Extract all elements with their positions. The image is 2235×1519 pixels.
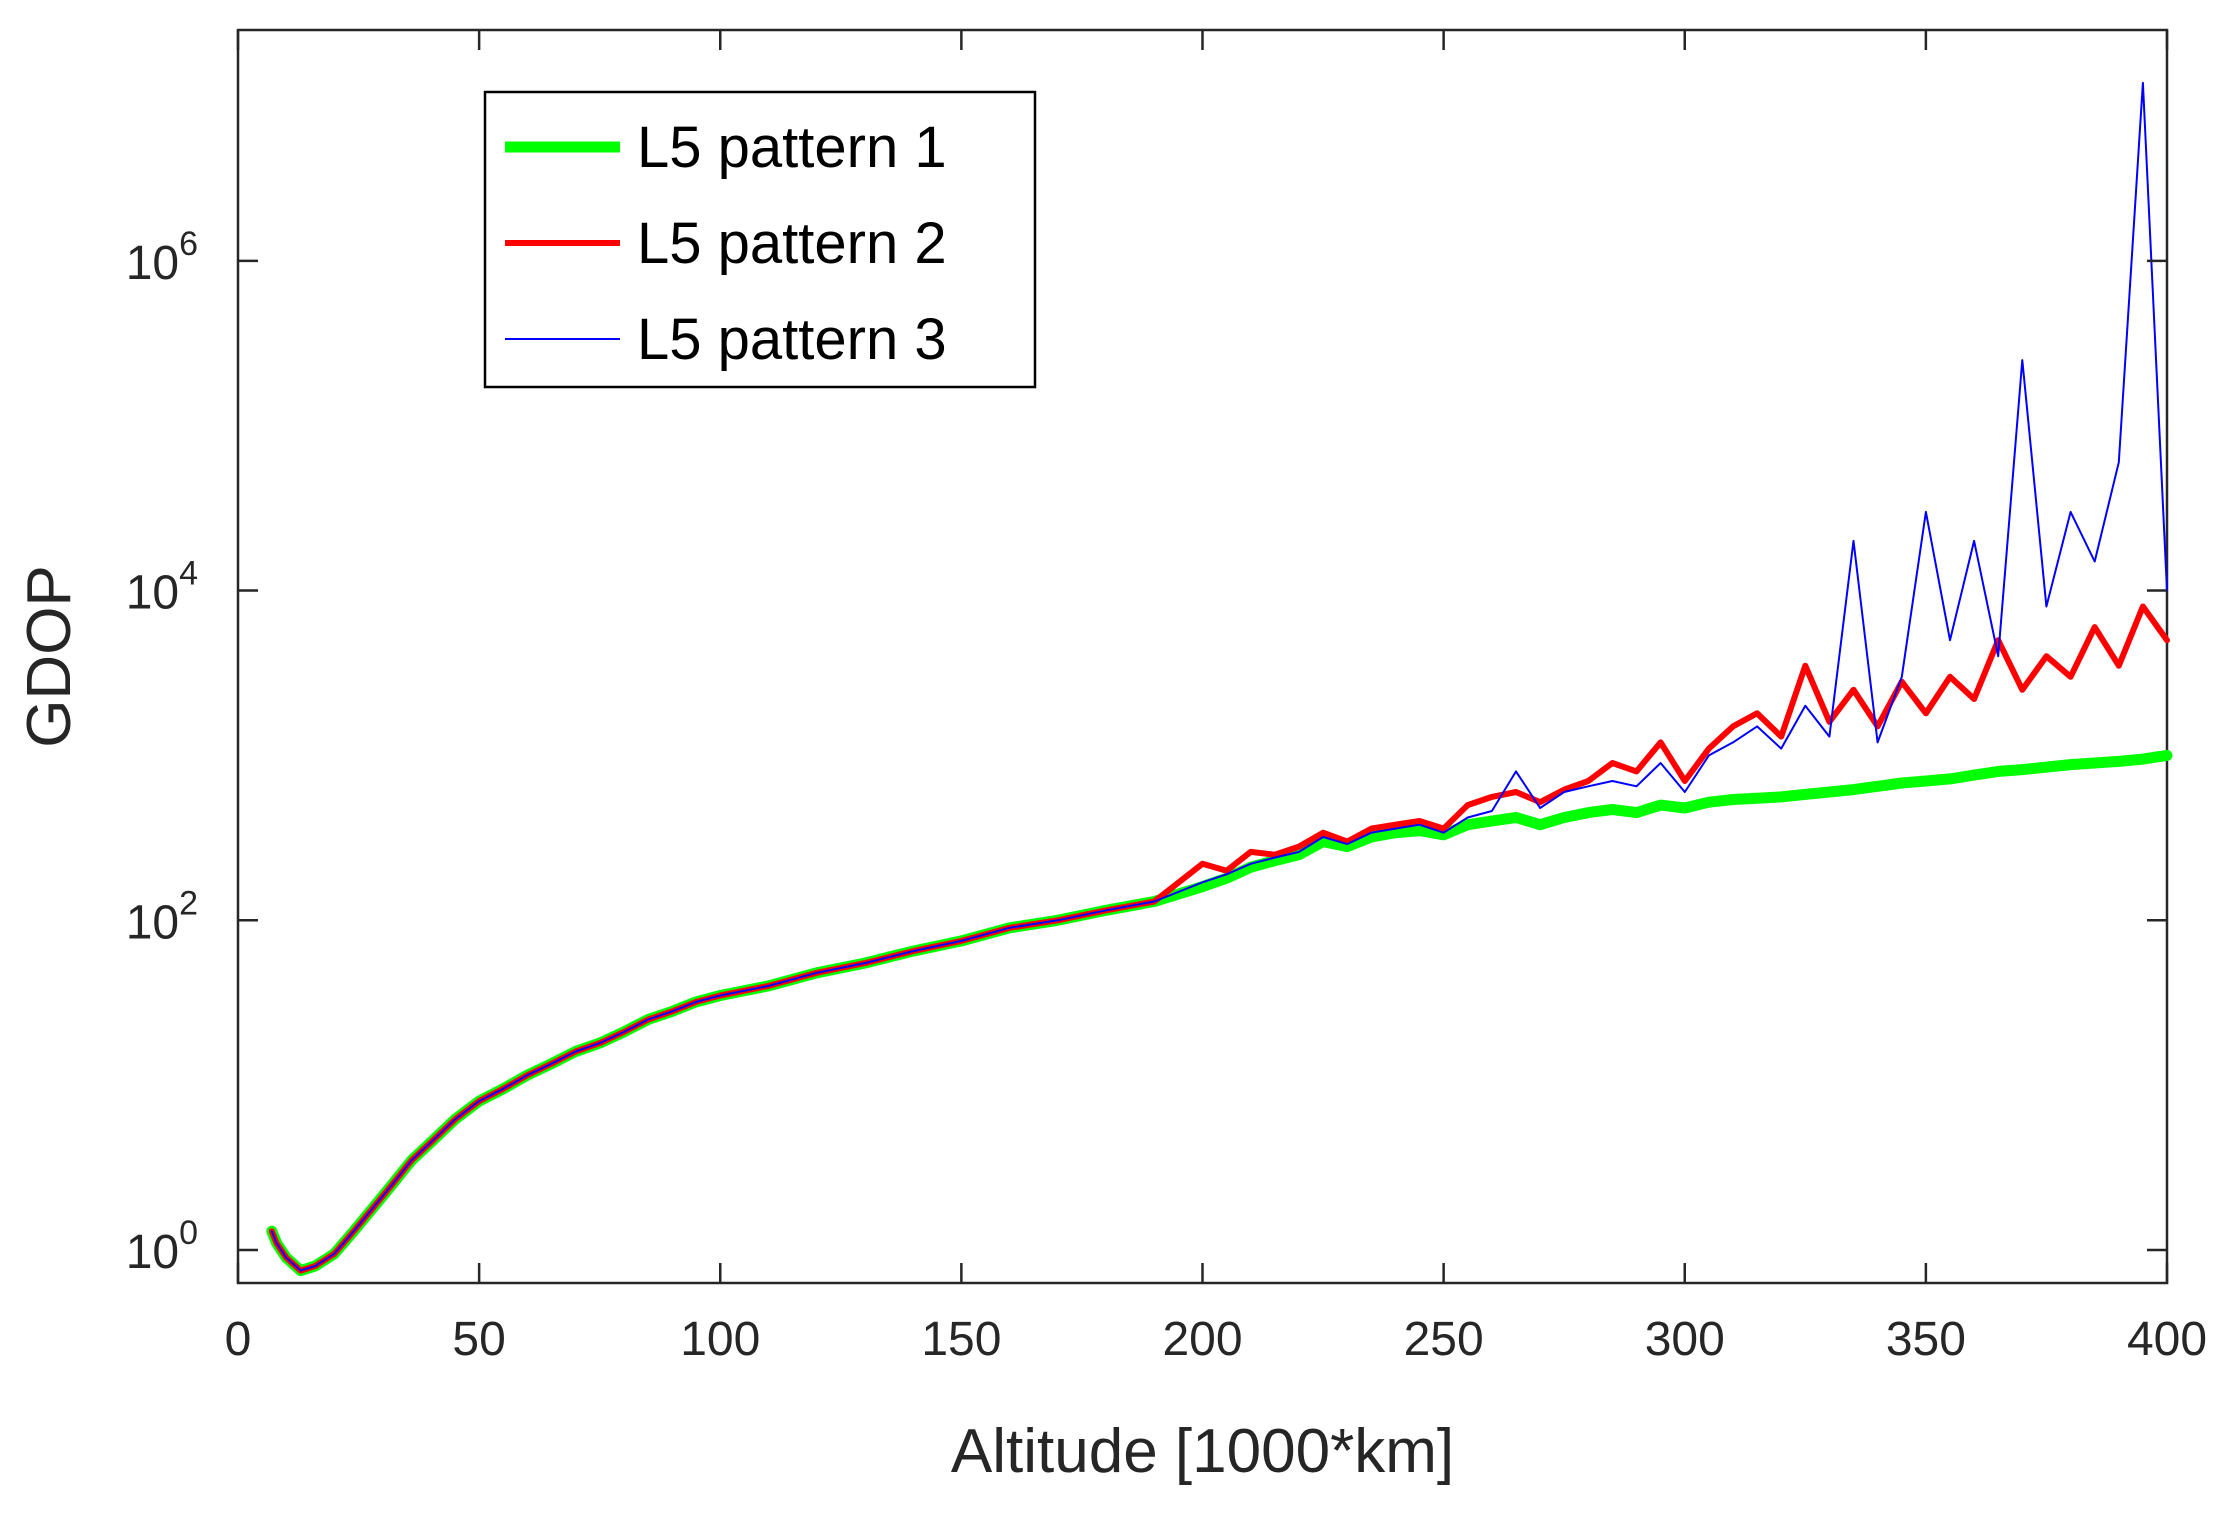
y-tick-label: 104 bbox=[126, 555, 198, 620]
legend-label-2: L5 pattern 2 bbox=[637, 211, 947, 276]
x-tick-label: 300 bbox=[1645, 1313, 1725, 1366]
series-layer bbox=[266, 81, 2173, 1277]
y-tick-label: 102 bbox=[126, 884, 198, 949]
x-tick-label: 0 bbox=[225, 1313, 252, 1366]
x-tick-label: 350 bbox=[1886, 1313, 1966, 1366]
y-tick-label: 106 bbox=[126, 225, 198, 290]
series-line-3 bbox=[270, 81, 2168, 1272]
legend-box bbox=[483, 90, 1037, 389]
labels-layer: 0 50 100 150 200 250 300 350 400 100 102 104 106 bbox=[126, 225, 2207, 1366]
x-tick-label: 400 bbox=[2127, 1313, 2207, 1366]
x-axis-title: Altitude [1000*km] bbox=[951, 1417, 1454, 1486]
y-tick-label: 100 bbox=[126, 1214, 198, 1279]
ticks-layer bbox=[236, 30, 2169, 1283]
legend: L5 pattern 1 L5 pattern 2 L5 pattern 3 bbox=[483, 90, 1037, 389]
legend-label-1: L5 pattern 1 bbox=[637, 115, 947, 180]
y-axis-title: GDOP bbox=[15, 565, 84, 748]
x-tick-label: 250 bbox=[1404, 1313, 1484, 1366]
x-tick-label: 50 bbox=[452, 1313, 505, 1366]
x-tick-label: 150 bbox=[921, 1313, 1001, 1366]
legend-label-3: L5 pattern 3 bbox=[637, 307, 947, 372]
x-tick-label: 100 bbox=[680, 1313, 760, 1366]
x-tick-label: 200 bbox=[1162, 1313, 1242, 1366]
